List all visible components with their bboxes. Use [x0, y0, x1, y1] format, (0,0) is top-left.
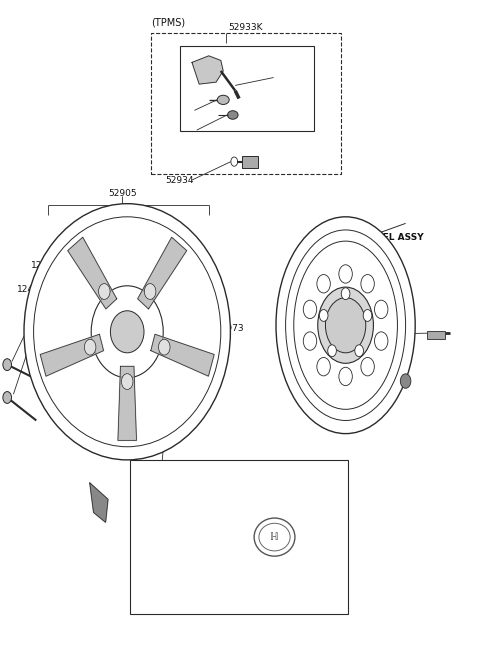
Ellipse shape: [259, 523, 290, 551]
Circle shape: [121, 374, 133, 390]
Polygon shape: [153, 466, 170, 503]
Text: 52905: 52905: [108, 189, 137, 198]
Text: 52933: 52933: [359, 329, 388, 338]
Circle shape: [339, 265, 352, 283]
Ellipse shape: [91, 286, 163, 378]
Circle shape: [144, 284, 156, 300]
Text: 1249LJ: 1249LJ: [17, 284, 47, 294]
Text: P/NO: P/NO: [140, 591, 165, 601]
Text: 52933K: 52933K: [228, 23, 263, 32]
Circle shape: [303, 332, 317, 350]
Text: ℍ: ℍ: [270, 532, 279, 542]
Circle shape: [341, 288, 350, 300]
Circle shape: [231, 157, 238, 166]
Text: 52934: 52934: [166, 175, 194, 185]
Bar: [151, 33, 341, 174]
Ellipse shape: [325, 298, 366, 353]
Bar: [180, 46, 314, 131]
Circle shape: [355, 345, 363, 357]
Ellipse shape: [254, 518, 295, 556]
Bar: [242, 156, 258, 168]
Text: 52973: 52973: [215, 324, 244, 333]
Bar: [130, 460, 348, 614]
Circle shape: [339, 367, 352, 386]
Polygon shape: [68, 237, 117, 309]
Circle shape: [3, 392, 12, 403]
Text: 52973A: 52973A: [173, 347, 207, 356]
Circle shape: [317, 275, 330, 293]
Circle shape: [303, 300, 317, 319]
Circle shape: [98, 284, 110, 300]
Circle shape: [328, 345, 336, 357]
Polygon shape: [138, 237, 187, 309]
Ellipse shape: [228, 110, 238, 119]
Text: 52960: 52960: [236, 473, 266, 483]
Circle shape: [158, 339, 170, 355]
Polygon shape: [151, 334, 214, 376]
Text: WHEEL ASSY: WHEEL ASSY: [359, 233, 424, 242]
Text: 52950: 52950: [315, 354, 344, 363]
Ellipse shape: [217, 95, 229, 104]
Polygon shape: [118, 367, 136, 440]
Text: 52960-3X500: 52960-3X500: [236, 591, 301, 601]
Bar: [427, 331, 445, 339]
Text: PNC: PNC: [142, 473, 162, 483]
Ellipse shape: [318, 287, 373, 363]
Circle shape: [84, 339, 96, 355]
Text: 24537: 24537: [161, 125, 189, 135]
Text: 52933D: 52933D: [276, 73, 312, 82]
Circle shape: [3, 359, 12, 371]
Ellipse shape: [286, 230, 406, 420]
Text: 1249LJ: 1249LJ: [31, 261, 61, 270]
Text: (TPMS): (TPMS): [151, 18, 185, 28]
Text: 52953: 52953: [156, 106, 185, 115]
Circle shape: [363, 309, 372, 321]
Ellipse shape: [276, 217, 415, 434]
Ellipse shape: [24, 204, 230, 460]
Ellipse shape: [110, 311, 144, 353]
Circle shape: [319, 309, 328, 321]
Polygon shape: [192, 56, 223, 84]
Polygon shape: [90, 483, 108, 522]
Ellipse shape: [34, 217, 221, 447]
Circle shape: [361, 275, 374, 293]
Circle shape: [374, 300, 388, 319]
Text: ILLUST: ILLUST: [140, 532, 173, 542]
Circle shape: [317, 357, 330, 376]
Ellipse shape: [294, 241, 397, 409]
Circle shape: [374, 332, 388, 350]
Polygon shape: [40, 334, 104, 376]
Circle shape: [400, 374, 411, 388]
Circle shape: [361, 357, 374, 376]
